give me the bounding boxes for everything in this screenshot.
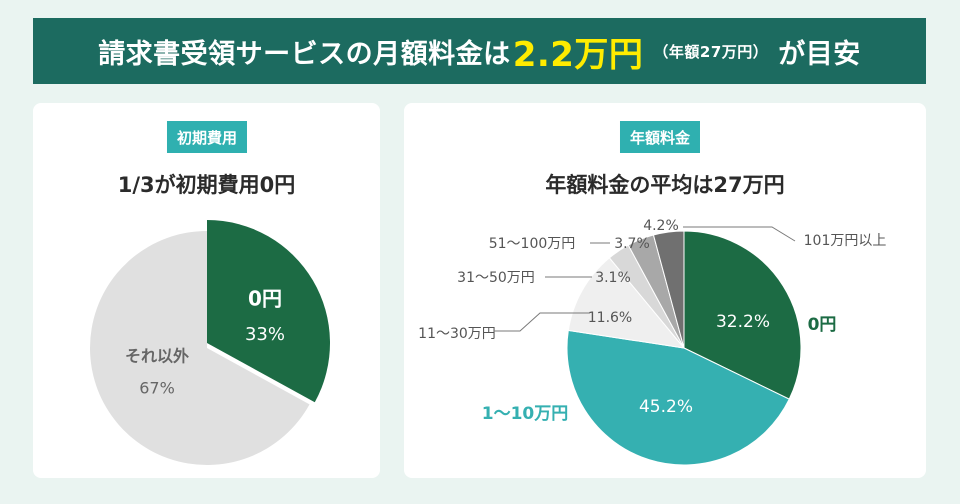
value-101-over: 4.2% [643,218,679,234]
slice-zero-yen [207,220,330,403]
annual-fee-tag: 年額料金 [619,121,701,153]
banner-sub: （年額27万円） [653,42,769,61]
initial-cost-subtitle: 1/3が初期費用0円 [117,173,296,197]
value-11-30: 11.6% [588,310,632,326]
label-101-over: 101万円以上 [804,233,887,249]
slice-101-over [652,230,685,349]
value-51-100: 3.7% [614,236,650,252]
leader-101-over [683,226,796,242]
slice-1-10 [566,329,790,466]
label-51-100: 51～100万円 [489,236,576,252]
banner-prefix: 請求書受領サービスの月額料金は [98,38,511,70]
label-zero-yen: 0円 [248,287,282,311]
banner-suffix: が目安 [778,38,861,70]
value-1-10: 45.2% [639,397,693,417]
leader-11-30 [494,312,590,332]
value-zero-yen: 33% [245,324,285,345]
slice-11-30 [567,257,686,349]
slice-zero-yen-2 [683,230,802,400]
value-zero-yen-2: 32.2% [716,312,770,332]
value-31-50: 3.1% [595,270,631,286]
initial-cost-tag: 初期費用 [166,121,248,153]
banner-amount: 2.2万円 [512,34,644,75]
label-31-50: 31～50万円 [457,270,535,286]
label-11-30: 11～30万円 [418,326,496,342]
label-1-10: 1～10万円 [482,404,569,424]
title-banner: 請求書受領サービスの月額料金は 2.2万円 （年額27万円） が目安 [33,18,926,84]
value-other: 67% [139,379,175,398]
slice-other [90,231,310,466]
label-zero-yen-2: 0円 [808,315,837,335]
annual-fee-subtitle: 年額料金の平均は27万円 [545,173,785,197]
label-other: それ以外 [125,347,189,366]
